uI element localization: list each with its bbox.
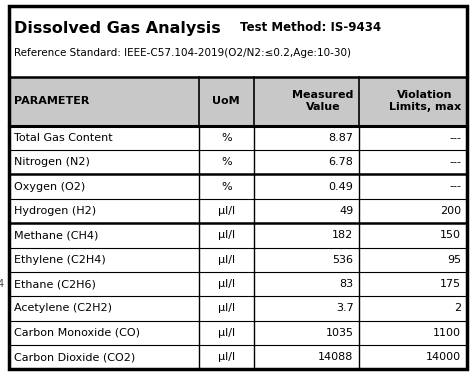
- Bar: [9, 248, 467, 272]
- Text: Carbon Monoxide (CO): Carbon Monoxide (CO): [14, 328, 140, 338]
- Text: PARAMETER: PARAMETER: [14, 96, 90, 106]
- Text: μl/l: μl/l: [218, 279, 235, 289]
- Text: Methane (CH4): Methane (CH4): [14, 230, 99, 240]
- Text: UoM: UoM: [212, 96, 240, 106]
- Text: Ethane (C2H6): Ethane (C2H6): [14, 279, 96, 289]
- Text: μl/l: μl/l: [218, 206, 235, 216]
- Bar: [9, 6, 467, 76]
- Bar: [9, 174, 467, 199]
- Text: Nitrogen (N2): Nitrogen (N2): [14, 157, 90, 167]
- Bar: [9, 321, 467, 345]
- Text: 83: 83: [339, 279, 354, 289]
- Text: μl/l: μl/l: [218, 328, 235, 338]
- Text: 182: 182: [332, 230, 354, 240]
- Text: 4: 4: [0, 279, 4, 289]
- Text: Test Method: IS-9434: Test Method: IS-9434: [240, 21, 381, 34]
- Text: %: %: [221, 157, 232, 167]
- Text: 536: 536: [332, 255, 354, 265]
- Bar: [9, 296, 467, 321]
- Text: 200: 200: [440, 206, 461, 216]
- Text: μl/l: μl/l: [218, 352, 235, 362]
- Text: ---: ---: [449, 182, 461, 192]
- Text: μl/l: μl/l: [218, 230, 235, 240]
- Text: 1100: 1100: [433, 328, 461, 338]
- Bar: [9, 272, 467, 296]
- Text: 6.78: 6.78: [328, 157, 354, 167]
- Text: μl/l: μl/l: [218, 303, 235, 313]
- Text: Violation
Limits, max: Violation Limits, max: [389, 90, 461, 112]
- Bar: [9, 345, 467, 369]
- Text: Dissolved Gas Analysis: Dissolved Gas Analysis: [14, 21, 221, 36]
- Text: 49: 49: [339, 206, 354, 216]
- Bar: [9, 199, 467, 223]
- Text: Hydrogen (H2): Hydrogen (H2): [14, 206, 96, 216]
- Text: 14088: 14088: [318, 352, 354, 362]
- Text: 2: 2: [454, 303, 461, 313]
- Text: Total Gas Content: Total Gas Content: [14, 133, 113, 143]
- Bar: [9, 126, 467, 150]
- Text: ---: ---: [449, 157, 461, 167]
- Text: 8.87: 8.87: [328, 133, 354, 143]
- Text: %: %: [221, 182, 232, 192]
- Text: Carbon Dioxide (CO2): Carbon Dioxide (CO2): [14, 352, 136, 362]
- Text: %: %: [221, 133, 232, 143]
- Text: Measured
Value: Measured Value: [292, 90, 354, 112]
- Text: Reference Standard: IEEE-C57.104-2019(O2/N2:≤0.2,Age:10-30): Reference Standard: IEEE-C57.104-2019(O2…: [14, 48, 351, 58]
- Bar: [9, 223, 467, 248]
- Text: 0.49: 0.49: [328, 182, 354, 192]
- Bar: [9, 150, 467, 174]
- Text: 95: 95: [447, 255, 461, 265]
- Text: Acetylene (C2H2): Acetylene (C2H2): [14, 303, 112, 313]
- Text: 1035: 1035: [326, 328, 354, 338]
- Text: 3.7: 3.7: [336, 303, 354, 313]
- Text: 175: 175: [440, 279, 461, 289]
- Text: 14000: 14000: [426, 352, 461, 362]
- Text: 150: 150: [440, 230, 461, 240]
- Text: Ethylene (C2H4): Ethylene (C2H4): [14, 255, 106, 265]
- Text: ---: ---: [449, 133, 461, 143]
- Text: Oxygen (O2): Oxygen (O2): [14, 182, 85, 192]
- Bar: [9, 76, 467, 126]
- Text: μl/l: μl/l: [218, 255, 235, 265]
